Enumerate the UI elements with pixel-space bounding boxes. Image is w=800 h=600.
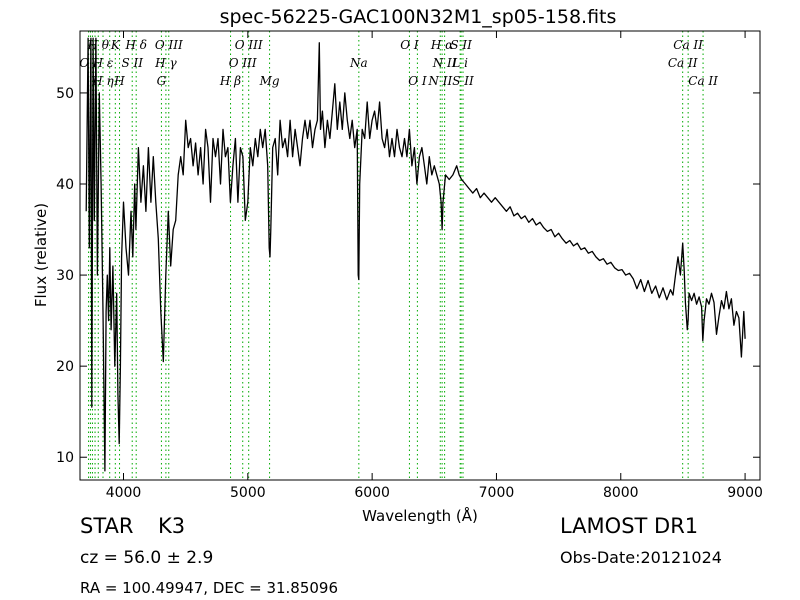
spectral-line-label: K: [110, 38, 121, 52]
redshift-value: cz = 56.0 ± 2.9: [80, 548, 214, 568]
spectral-line-label: S II: [452, 74, 474, 88]
x-tick-label: 7000: [479, 485, 515, 501]
spectrum-line: [85, 37, 746, 472]
spectral-line-label: O I: [408, 74, 427, 88]
spectral-line-label: S II: [121, 56, 143, 70]
object-subclass: K3: [158, 514, 186, 538]
y-tick-label: 50: [56, 86, 74, 102]
spectral-line-label: H: [113, 74, 125, 88]
object-class: STAR: [80, 514, 134, 538]
x-tick-label: 8000: [603, 485, 639, 501]
coordinates: RA = 100.49947, DEC = 31.85096: [80, 579, 339, 597]
x-tick-label: 4000: [106, 485, 142, 501]
spectral-line-label: H ε: [92, 56, 114, 70]
spectral-line-label: O III: [229, 56, 257, 70]
spectral-line-label: N II: [432, 56, 457, 70]
spectral-line-label: H η: [91, 74, 114, 88]
spectral-line-markers: [88, 31, 704, 480]
spectral-line-label: H γ: [154, 56, 177, 70]
y-tick-label: 10: [56, 450, 74, 466]
x-axis: 4000 5000 6000 7000 8000 9000: [106, 31, 763, 501]
spectral-line-label: N II: [427, 74, 452, 88]
observation-date: Obs-Date:20121024: [560, 548, 722, 567]
y-axis: 10 20 30 40 50: [56, 86, 760, 466]
spectral-line-label: L i: [451, 56, 468, 70]
spectral-line-label: Ca II: [688, 74, 718, 88]
spectral-line-label: H β: [219, 74, 241, 88]
spectral-line-label: H α: [430, 38, 453, 52]
spectral-line-label: Na: [349, 56, 368, 70]
spectral-line-label: H θ: [87, 38, 110, 52]
spectral-line-label: Mg: [259, 74, 280, 88]
x-tick-label: 9000: [727, 485, 763, 501]
spectrum-series: [85, 37, 746, 472]
x-tick-label: 5000: [230, 485, 266, 501]
spectral-line-label: O III: [235, 38, 263, 52]
spectral-line-label: O III: [155, 38, 183, 52]
spectral-line-label: Ca II: [673, 38, 703, 52]
x-tick-label: 6000: [354, 485, 390, 501]
plot-frame: [79, 30, 761, 481]
x-axis-label: Wavelength (Å): [362, 506, 478, 525]
chart-title: spec-56225-GAC100N32M1_sp05-158.fits: [220, 6, 617, 28]
spectral-line-label: O I: [400, 38, 419, 52]
spectral-line-label: H δ: [124, 38, 147, 52]
survey-name: LAMOST DR1: [560, 514, 699, 538]
spectral-line-label: Ca II: [668, 56, 698, 70]
y-axis-label: Flux (relative): [32, 203, 50, 307]
y-tick-label: 40: [56, 177, 74, 193]
y-tick-label: 30: [56, 268, 74, 284]
spectral-line-label: G: [157, 74, 167, 88]
spectral-line-label: S II: [450, 38, 472, 52]
y-tick-label: 20: [56, 359, 74, 375]
spectral-line-label: O I: [79, 56, 98, 70]
